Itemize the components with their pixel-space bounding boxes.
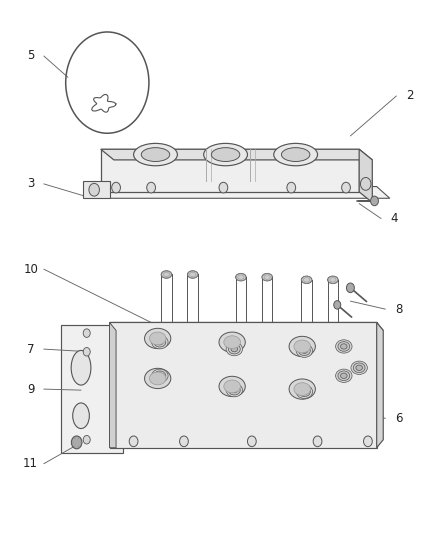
Ellipse shape [157,340,163,345]
Ellipse shape [298,387,310,397]
Ellipse shape [154,337,166,347]
Circle shape [364,436,372,447]
Ellipse shape [152,336,168,349]
Ellipse shape [262,273,272,281]
Ellipse shape [289,379,315,399]
Ellipse shape [301,276,312,284]
Ellipse shape [338,371,350,381]
Polygon shape [83,181,110,198]
Ellipse shape [336,369,352,383]
Ellipse shape [224,336,240,349]
Circle shape [346,283,354,293]
Circle shape [83,329,90,337]
Text: 3: 3 [27,177,34,190]
Text: 4: 4 [390,212,398,225]
Circle shape [147,182,155,193]
Ellipse shape [73,403,89,429]
Ellipse shape [161,271,172,278]
Ellipse shape [281,148,310,161]
Polygon shape [110,322,377,448]
Circle shape [334,301,341,309]
Text: 2: 2 [406,90,413,102]
Text: 9: 9 [27,383,35,395]
Circle shape [342,182,350,193]
Polygon shape [110,322,116,448]
Text: 11: 11 [23,457,38,470]
Ellipse shape [71,351,91,385]
Ellipse shape [294,340,311,353]
Ellipse shape [187,271,198,278]
Polygon shape [61,325,123,453]
Ellipse shape [149,372,166,385]
Ellipse shape [145,328,171,349]
Ellipse shape [294,383,311,395]
Text: 6: 6 [395,412,403,425]
Ellipse shape [328,276,338,284]
Ellipse shape [224,380,240,393]
Text: 8: 8 [395,303,402,316]
Circle shape [219,182,228,193]
Polygon shape [101,149,372,160]
Ellipse shape [226,384,243,397]
Ellipse shape [296,344,313,357]
Ellipse shape [231,346,237,352]
Ellipse shape [219,376,245,397]
Ellipse shape [298,346,310,356]
Ellipse shape [341,344,347,349]
Ellipse shape [204,143,247,166]
Ellipse shape [274,143,318,166]
Polygon shape [359,149,372,203]
Ellipse shape [219,332,245,352]
Text: 7: 7 [27,343,35,356]
Text: 10: 10 [23,263,38,276]
Ellipse shape [152,369,168,383]
Ellipse shape [338,342,350,351]
Polygon shape [101,149,359,192]
Ellipse shape [145,368,171,389]
Circle shape [83,435,90,444]
Ellipse shape [289,336,315,357]
Polygon shape [83,187,390,198]
Ellipse shape [226,343,243,356]
Circle shape [180,436,188,447]
Circle shape [313,436,322,447]
Circle shape [360,177,371,190]
Ellipse shape [157,373,163,378]
Ellipse shape [351,361,367,374]
Ellipse shape [336,340,352,353]
Ellipse shape [211,148,240,161]
Ellipse shape [141,148,170,161]
Circle shape [129,436,138,447]
Ellipse shape [341,373,347,378]
Circle shape [89,183,99,196]
Ellipse shape [229,344,240,354]
Ellipse shape [231,387,237,393]
Circle shape [112,182,120,193]
Ellipse shape [236,273,246,281]
Circle shape [247,436,256,447]
Circle shape [71,436,82,449]
Circle shape [371,196,378,206]
Circle shape [287,182,296,193]
Polygon shape [110,322,383,330]
Ellipse shape [229,385,240,395]
Ellipse shape [356,365,362,370]
Ellipse shape [296,385,313,399]
Ellipse shape [154,371,166,381]
Text: 5: 5 [27,50,34,62]
Circle shape [83,348,90,356]
Ellipse shape [149,332,166,345]
Ellipse shape [301,389,307,394]
Ellipse shape [134,143,177,166]
Polygon shape [377,322,383,448]
Ellipse shape [353,363,365,373]
Ellipse shape [301,348,307,353]
